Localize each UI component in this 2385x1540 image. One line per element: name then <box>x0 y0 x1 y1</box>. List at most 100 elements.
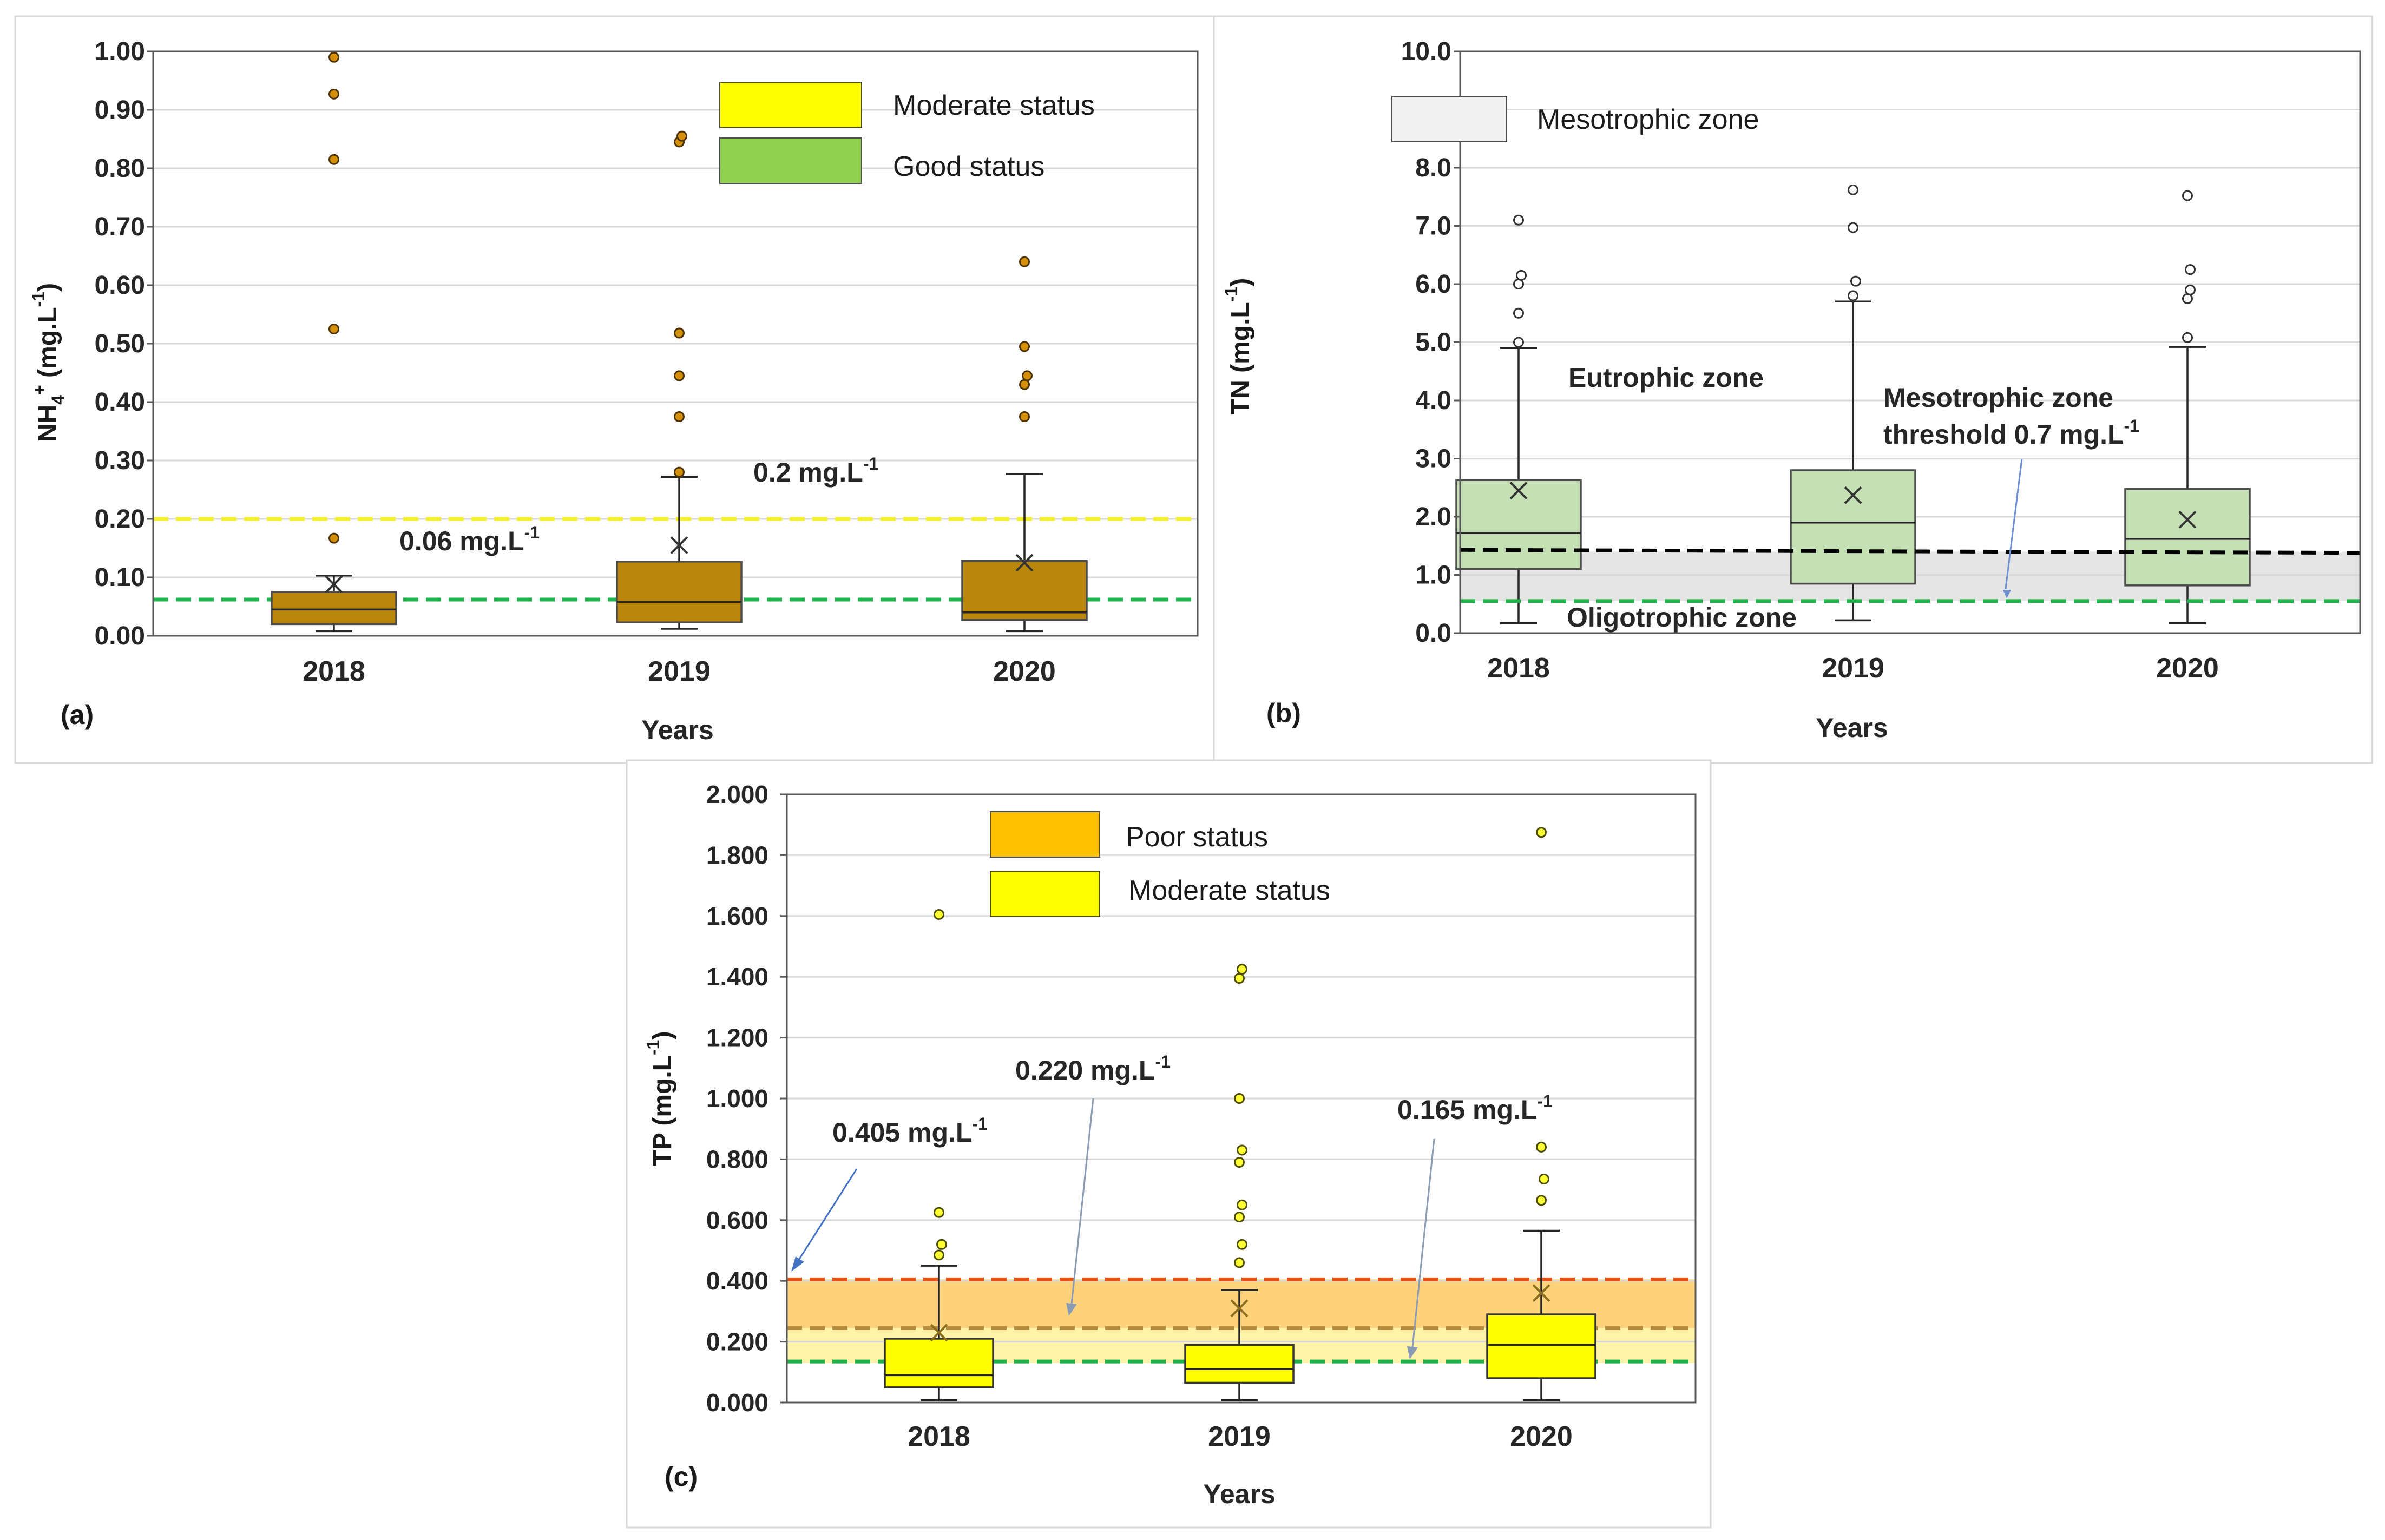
annotation-text: threshold 0.7 mg.L <box>1883 419 2124 450</box>
outlier-point <box>1237 1239 1247 1250</box>
box-iqr <box>884 1338 994 1388</box>
annotation-arrowhead-b <box>2003 590 2011 598</box>
outlier-point <box>1848 290 1858 301</box>
panel-b-frame <box>1213 15 2373 764</box>
outlier-point <box>328 532 339 544</box>
outlier-point <box>328 51 339 63</box>
panel-c-xlabel: Years <box>1203 1479 1275 1509</box>
outlier-point <box>1536 827 1547 838</box>
annotation-0.405: 0.405 mg.L-1 <box>832 1114 988 1148</box>
ylabel-part: -1 <box>643 1040 663 1055</box>
legend-label-mesotrophic: Mesotrophic zone <box>1537 104 1759 135</box>
annotation-text: 0.165 mg.L <box>1397 1095 1537 1125</box>
legend-label-poor: Poor status <box>1126 821 1268 853</box>
annotation-arrowhead-0.405 <box>791 1256 804 1272</box>
panel-b-plot-area <box>1459 50 2361 634</box>
y-tick-label: 4.0 <box>1415 386 1451 415</box>
box-iqr <box>961 560 1088 621</box>
annotation-0.2: 0.2 mg.L-1 <box>753 454 878 488</box>
x-tick-label: 2020 <box>993 656 1056 687</box>
ylabel-part: 4 <box>48 395 68 405</box>
outlier-point <box>1513 214 1524 226</box>
legend-label-good: Good status <box>893 151 1044 182</box>
ylabel-part: ) <box>1226 278 1255 287</box>
y-tick-label: 8.0 <box>1415 154 1451 182</box>
annotation-text: 0.06 mg.L <box>399 526 524 556</box>
outlier-point <box>674 411 685 422</box>
annotation-arrowhead-0.165 <box>1407 1346 1418 1359</box>
outlier-point <box>1234 1093 1245 1104</box>
panel-a-plot-area <box>152 50 1199 637</box>
outlier-point <box>1234 1212 1245 1223</box>
y-tick-label: 0.800 <box>706 1145 768 1173</box>
y-tick-label: 7.0 <box>1415 212 1451 241</box>
y-tick-label: 0.70 <box>95 213 145 241</box>
ylabel-part: (mg.L <box>34 307 62 385</box>
annotation-sup: -1 <box>1155 1052 1170 1071</box>
annotation-sup: -1 <box>1537 1091 1552 1111</box>
annotation-0.165: 0.165 mg.L-1 <box>1397 1091 1553 1125</box>
y-tick-label: 0.90 <box>95 96 145 124</box>
annotation-text: 0.220 mg.L <box>1015 1055 1155 1085</box>
annotation-threshold: threshold 0.7 mg.L-1 <box>1883 416 2139 450</box>
panel-c-tp: 0.000 0.200 0.400 0.600 0.800 1.000 1.200 1.400… <box>626 759 1712 1529</box>
y-tick-label: 0.80 <box>95 154 145 183</box>
outlier-point <box>1513 279 1524 289</box>
y-tick-label: 0.30 <box>95 446 145 475</box>
panel-c-plot-area <box>786 793 1697 1404</box>
x-tick-label: 2018 <box>1487 653 1550 684</box>
box-iqr <box>2124 488 2251 587</box>
ylabel-part: NH <box>34 405 62 442</box>
outlier-point <box>1516 269 1527 281</box>
x-tick-label: 2019 <box>648 656 711 687</box>
outlier-point <box>2185 264 2196 275</box>
outlier-point <box>1234 1157 1245 1168</box>
panel-c-label: (c) <box>665 1462 698 1492</box>
x-tick-label: 2019 <box>1822 653 1884 684</box>
y-tick-label: 1.600 <box>706 902 768 930</box>
annotation-sup: -1 <box>2124 416 2139 436</box>
outlier-point <box>2182 293 2193 304</box>
panel-b-threshold-lines <box>1460 548 2361 603</box>
panel-c-ylabel: TP (mg.L-1) <box>643 1031 677 1166</box>
y-tick-label: 0.60 <box>95 271 145 300</box>
panel-c-x-ticks: 2018 2019 2020 <box>908 1421 1573 1452</box>
panel-b-boxes <box>1455 184 2251 624</box>
outlier-point <box>676 130 687 142</box>
box-iqr <box>616 561 743 623</box>
x-tick-label: 2020 <box>1510 1421 1573 1452</box>
y-tick-label: 2.000 <box>706 780 768 808</box>
y-tick-label: 2.0 <box>1415 503 1451 531</box>
panel-a-y-ticks: 0.00 0.10 0.20 0.30 0.40 0.50 0.60 0.70 0.80 0.90… <box>95 37 153 650</box>
box-iqr <box>1790 469 1916 585</box>
mean-marker <box>670 536 688 555</box>
annotation-sup: -1 <box>863 454 878 473</box>
outlier-point <box>2182 332 2193 343</box>
ylabel-part: TP (mg.L <box>648 1055 677 1166</box>
y-tick-label: 6.0 <box>1415 270 1451 299</box>
legend-swatch-moderate <box>719 82 862 128</box>
panel-a-frame <box>14 15 1215 764</box>
legend-swatch-good <box>719 137 862 184</box>
outlier-point <box>2185 284 2196 295</box>
panel-a-label: (a) <box>61 700 94 730</box>
panel-b-ylabel: TN (mg.L-1) <box>1221 278 1255 414</box>
legend-swatch-moderate-c <box>990 871 1100 917</box>
outlier-point <box>328 88 339 100</box>
mean-marker <box>1230 1299 1249 1318</box>
y-tick-label: 1.0 <box>1415 561 1451 590</box>
ylabel-part: -1 <box>29 292 48 307</box>
annotation-arrow-0.405 <box>797 1168 858 1261</box>
mean-marker <box>1509 482 1528 500</box>
threshold-line <box>1460 548 2361 555</box>
y-tick-label: 0.000 <box>706 1388 768 1417</box>
ylabel-part: TN (mg.L <box>1226 302 1255 414</box>
outlier-point <box>1848 222 1858 233</box>
legend-label-moderate-c: Moderate status <box>1128 875 1330 906</box>
legend-label-moderate: Moderate status <box>893 90 1095 121</box>
annotation-arrow-0.165 <box>1411 1138 1435 1348</box>
x-tick-label: 2018 <box>303 656 365 687</box>
y-tick-label: 0.600 <box>706 1206 768 1234</box>
y-tick-label: 0.400 <box>706 1267 768 1295</box>
box-iqr <box>1455 479 1582 570</box>
